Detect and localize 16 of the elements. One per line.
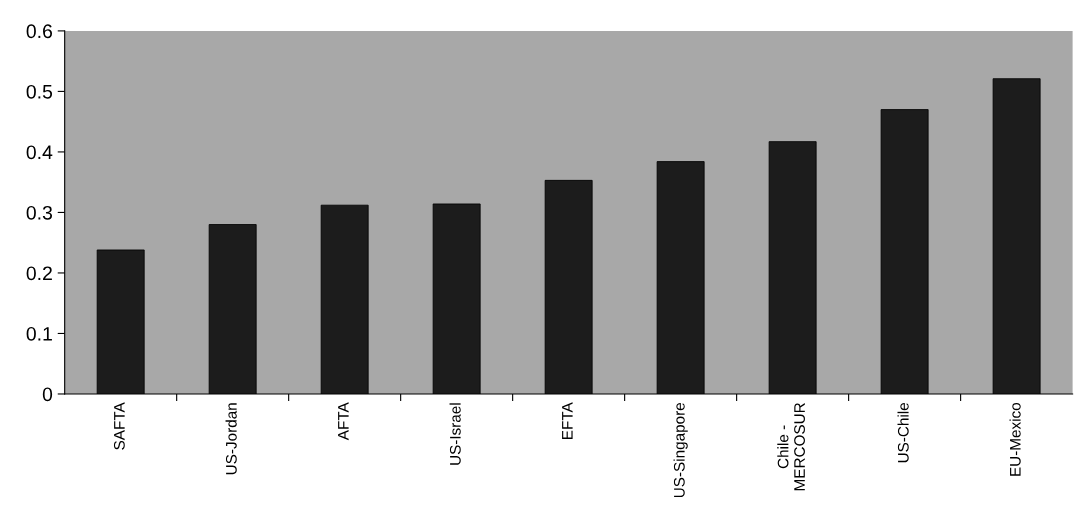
x-tick-label: SAFTA (113, 402, 125, 450)
x-tick-label: US-Jordan (225, 403, 237, 475)
x-tick-label: US-Singapore (673, 402, 688, 498)
y-tick-label: 0.3 (26, 205, 53, 220)
y-tick-label: 0.2 (26, 266, 52, 281)
y-tick-label: 0.4 (26, 145, 53, 160)
x-tick-label: US-Chile (897, 402, 909, 463)
x-tick-label: AFTA (338, 402, 349, 441)
y-tick-label: 0.6 (26, 24, 53, 39)
y-tick-label: 0 (42, 387, 53, 402)
y-tick-label: 0.5 (26, 84, 53, 99)
x-tick-label: US-Israel (449, 403, 461, 465)
y-tick-label: 0.1 (26, 326, 52, 341)
x-tick-label: EFTA (562, 402, 573, 439)
x-tick-label: EU-Mexico (1009, 402, 1021, 476)
x-tick-label: Chile - MERCOSUR (777, 403, 805, 491)
